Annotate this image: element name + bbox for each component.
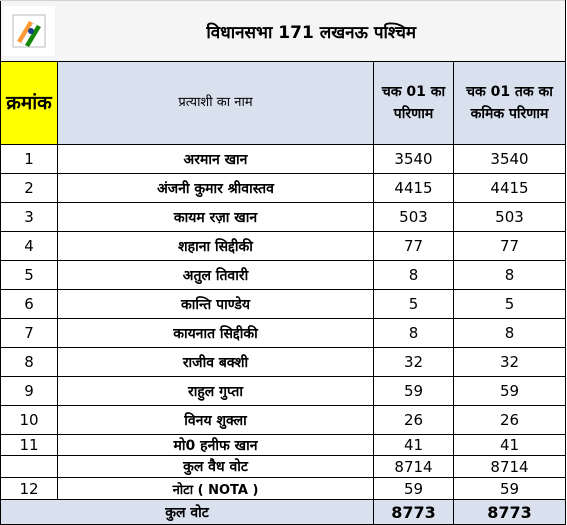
table-row: 5 अतुल तिवारी 8 8 [0,260,566,290]
table-row: 11 मो0 हनीफ खान 41 41 [0,434,566,456]
serial-cell: 3 [0,202,58,232]
serial-column-header: क्रमांक [0,61,58,145]
cumulative-votes-cell: 3540 [453,144,566,174]
table-row: 1 अरमान खान 3540 3540 [0,144,566,174]
table-row: 9 राहुल गुप्ता 59 59 [0,376,566,406]
round-votes-cell: 8 [373,318,454,348]
candidate-name-cell: अरमान खान [57,144,374,174]
table-row: 8 राजीव बक्शी 32 32 [0,347,566,377]
table-row: 2 अंजनी कुमार श्रीवास्तव 4415 4415 [0,173,566,203]
candidate-name-cell: कायनात सिद्दीकी [57,318,374,348]
serial-cell: 7 [0,318,58,348]
total-votes-row: कुल वोट 8773 8773 [0,499,566,525]
cumulative-votes-cell: 8 [453,260,566,290]
table-row: 10 विनय शुक्ला 26 26 [0,405,566,435]
candidate-name-cell: शहाना सिद्दीकी [57,231,374,261]
table-row: 7 कायनात सिद्दीकी 8 8 [0,318,566,348]
candidate-name-cell: राजीव बक्शी [57,347,374,377]
round-votes-cell: 5 [373,289,454,319]
round-votes-cell: 26 [373,405,454,435]
serial-cell: 4 [0,231,58,261]
round-votes-cell: 4415 [373,173,454,203]
candidate-name-cell: अंजनी कुमार श्रीवास्तव [57,173,374,203]
candidate-name-cell: मो0 हनीफ खान [57,434,374,456]
logo-cell [0,0,58,62]
table-row: 3 कायम रज़ा खान 503 503 [0,202,566,232]
nota-round: 59 [373,477,454,500]
valid-votes-row: कुल वैध वोट 8714 8714 [0,455,566,478]
serial-cell: 1 [0,144,58,174]
valid-votes-label: कुल वैध वोट [57,455,374,478]
cumulative-votes-cell: 5 [453,289,566,319]
round-votes-cell: 503 [373,202,454,232]
serial-cell: 8 [0,347,58,377]
total-votes-cumulative: 8773 [453,499,566,525]
serial-cell: 2 [0,173,58,203]
candidate-name-cell: कान्ति पाण्डेय [57,289,374,319]
serial-cell: 9 [0,376,58,406]
cumulative-votes-cell: 32 [453,347,566,377]
cumulative-votes-cell: 77 [453,231,566,261]
nota-label: नोटा ( NOTA ) [57,477,374,500]
round-votes-cell: 8 [373,260,454,290]
candidate-name-cell: अतुल तिवारी [57,260,374,290]
serial-cell: 10 [0,405,58,435]
table-row: 4 शहाना सिद्दीकी 77 77 [0,231,566,261]
title-row: विधानसभा 171 लखनऊ पश्चिम [0,0,566,62]
serial-cell: 11 [0,434,58,456]
cumulative-votes-cell: 8 [453,318,566,348]
candidate-name-cell: कायम रज़ा खान [57,202,374,232]
cumulative-votes-cell: 4415 [453,173,566,203]
round-votes-cell: 41 [373,434,454,456]
cumulative-votes-cell: 503 [453,202,566,232]
page-title: विधानसभा 171 लखनऊ पश्चिम [57,0,566,62]
round-votes-cell: 3540 [373,144,454,174]
total-votes-label: कुल वोट [0,499,374,525]
candidate-name-cell: राहुल गुप्ता [57,376,374,406]
valid-votes-round: 8714 [373,455,454,478]
cumulative-votes-cell: 41 [453,434,566,456]
name-column-header: प्रत्याशी का नाम [57,61,374,145]
ballot-box-icon [3,6,56,56]
cumulative-votes-cell: 26 [453,405,566,435]
cumulative-votes-cell: 59 [453,376,566,406]
cumulative-column-header: चक 01 तक का कमिक परिणाम [453,61,566,145]
round-votes-cell: 59 [373,376,454,406]
nota-cumulative: 59 [453,477,566,500]
nota-serial: 12 [0,477,58,500]
round-votes-cell: 32 [373,347,454,377]
round-votes-cell: 77 [373,231,454,261]
serial-cell: 6 [0,289,58,319]
round-result-column-header: चक 01 का परिणाम [373,61,454,145]
candidate-name-cell: विनय शुक्ला [57,405,374,435]
serial-cell: 5 [0,260,58,290]
nota-row: 12 नोटा ( NOTA ) 59 59 [0,477,566,500]
empty-serial-cell [0,455,58,478]
header-row: क्रमांक प्रत्याशी का नाम चक 01 का परिणाम… [0,61,566,145]
total-votes-round: 8773 [373,499,454,525]
table-row: 6 कान्ति पाण्डेय 5 5 [0,289,566,319]
valid-votes-cumulative: 8714 [453,455,566,478]
